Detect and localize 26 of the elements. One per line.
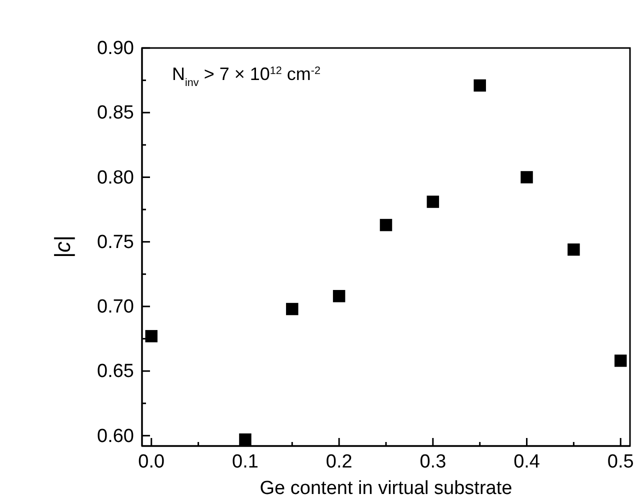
point bbox=[332, 290, 346, 302]
x-tick-label: 0.1 bbox=[232, 451, 258, 472]
point bbox=[145, 330, 158, 342]
y-tick-label: 0.60 bbox=[97, 426, 134, 447]
point bbox=[568, 243, 580, 256]
y-tick-label: 0.75 bbox=[97, 232, 134, 253]
point bbox=[520, 171, 533, 184]
y-tick-label: 0.85 bbox=[97, 102, 134, 124]
annotation: N$_{inv}$ > 7 × 10$^{12}$ cm$^{-2}$ bbox=[172, 64, 320, 89]
y-tick-label: 0.65 bbox=[97, 361, 134, 382]
point bbox=[614, 354, 627, 367]
x-tick-label: 0.5 bbox=[607, 451, 634, 472]
x-tick-label: 0.3 bbox=[420, 451, 446, 472]
point bbox=[426, 196, 440, 208]
point bbox=[380, 218, 392, 232]
y-axis-title: |c| bbox=[50, 236, 75, 258]
point bbox=[239, 433, 252, 446]
x-tick-label: 0.0 bbox=[138, 451, 165, 472]
y-tick-label: 0.70 bbox=[97, 296, 134, 318]
point bbox=[286, 302, 298, 316]
y-tick-label: 0.80 bbox=[97, 167, 134, 188]
x-tick-label: 0.4 bbox=[514, 451, 540, 472]
x-tick-label: 0.2 bbox=[326, 451, 352, 472]
x-axis-title: Ge content in virtual substrate bbox=[260, 478, 512, 499]
y-tick-label: 0.90 bbox=[97, 38, 134, 60]
point bbox=[474, 79, 486, 92]
